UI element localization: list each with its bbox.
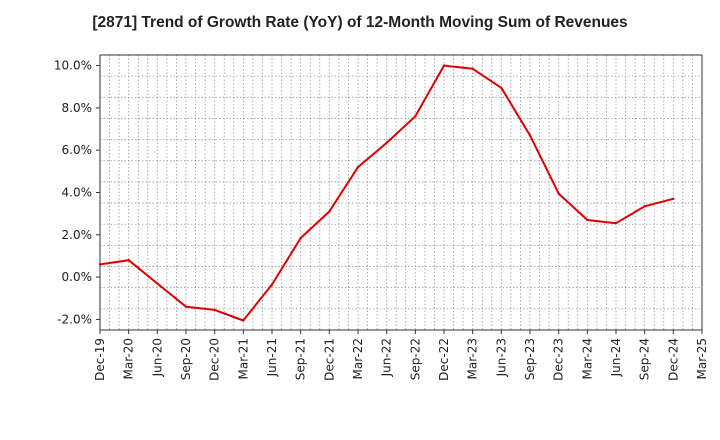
- y-tick-label: 0.0%: [62, 270, 93, 284]
- data-point: [242, 319, 245, 322]
- x-tick-label: Mar-24: [580, 338, 594, 379]
- data-point: [614, 221, 618, 225]
- data-point: [414, 115, 417, 118]
- data-point: [213, 308, 216, 312]
- x-tick-label: Dec-24: [666, 338, 680, 381]
- y-tick-label: 6.0%: [62, 143, 93, 157]
- x-tick-label: Mar-22: [351, 338, 365, 379]
- y-tick-label: 10.0%: [54, 59, 92, 73]
- x-tick-label: Dec-19: [93, 338, 107, 381]
- x-tick-label: Dec-22: [437, 338, 451, 381]
- y-tick-label: 2.0%: [62, 228, 93, 242]
- data-point: [557, 192, 560, 195]
- x-tick-label: Sep-24: [638, 338, 652, 380]
- data-point: [127, 258, 130, 262]
- x-tick-label: Jun-22: [380, 338, 394, 377]
- series-layer: [98, 64, 675, 322]
- data-point: [500, 86, 503, 89]
- x-tick-label: Jun-21: [265, 338, 279, 377]
- data-point: [528, 134, 532, 137]
- x-tick-label: Jun-24: [609, 338, 623, 377]
- y-axis: -2.0% 0.0% 2.0% 4.0% 6.0% 8.0% 10.0%: [54, 59, 100, 326]
- x-tick-label: Jun-23: [494, 338, 508, 377]
- plot-frame: [99, 54, 703, 331]
- chart-title: [2871] Trend of Growth Rate (YoY) of 12-…: [92, 14, 628, 31]
- x-tick-label: Sep-23: [523, 338, 537, 380]
- x-tick-label: Jun-20: [150, 338, 164, 377]
- x-tick-label: Sep-20: [179, 338, 193, 380]
- series-line: [99, 64, 674, 322]
- x-tick-label: Mar-20: [122, 338, 136, 379]
- x-tick-label: Sep-21: [294, 338, 308, 380]
- x-tick-label: Dec-20: [208, 338, 222, 381]
- data-point: [471, 67, 474, 70]
- data-point: [184, 305, 188, 308]
- data-point: [270, 283, 274, 286]
- data-point: [328, 210, 331, 213]
- data-point: [586, 218, 589, 222]
- x-tick-label: Mar-23: [466, 338, 480, 379]
- data-point: [299, 236, 302, 240]
- x-tick-label: Sep-22: [408, 338, 422, 380]
- y-tick-label: -2.0%: [57, 312, 92, 326]
- data-point: [385, 141, 388, 144]
- x-tick-label: Dec-23: [552, 338, 566, 381]
- x-axis: Dec-19 Mar-20 Jun-20 Sep-20 Dec-20 Mar-21 Jun-…: [93, 330, 709, 381]
- data-point: [156, 282, 159, 285]
- data-point: [643, 205, 646, 208]
- y-tick-label: 8.0%: [62, 101, 93, 115]
- data-point: [442, 64, 446, 67]
- y-tick-label: 4.0%: [62, 186, 93, 200]
- x-tick-label: Dec-21: [322, 338, 336, 381]
- data-point: [356, 165, 360, 169]
- data-point: [98, 263, 102, 266]
- x-tick-label: Mar-21: [236, 338, 250, 379]
- data-point: [672, 197, 675, 201]
- x-tick-label: Mar-25: [695, 338, 709, 379]
- grid-layer: [100, 55, 702, 330]
